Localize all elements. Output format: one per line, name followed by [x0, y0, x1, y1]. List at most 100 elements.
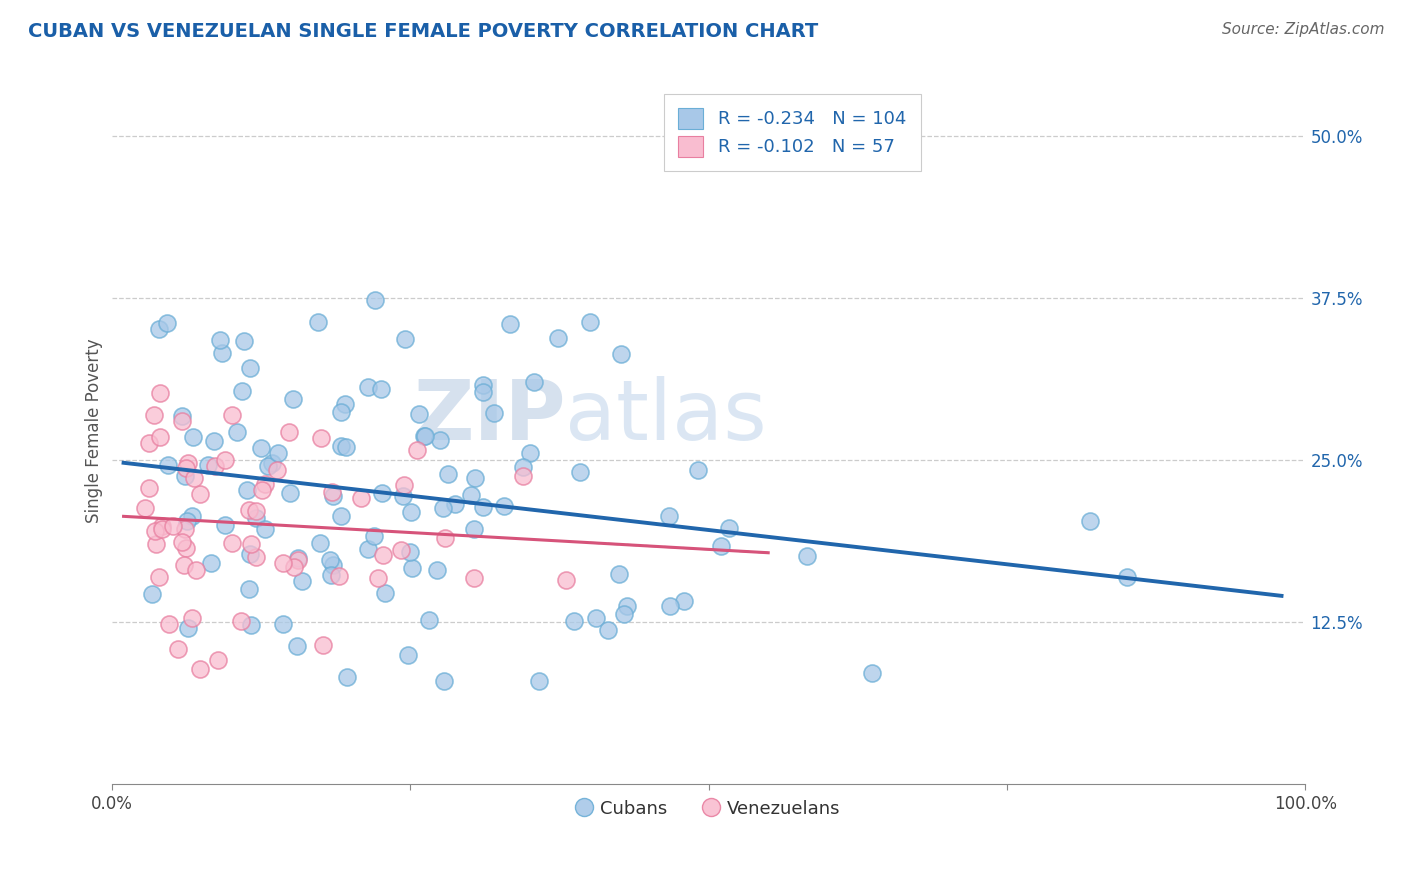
Point: [389, 543, 412, 558]
Point: [336, 670, 359, 684]
Point: [239, 547, 262, 561]
Point: [392, 478, 415, 492]
Point: [283, 392, 305, 407]
Point: [229, 614, 252, 628]
Point: [181, 509, 204, 524]
Point: [181, 611, 204, 625]
Point: [494, 499, 516, 513]
Point: [174, 541, 197, 555]
Point: [233, 334, 256, 348]
Point: [221, 408, 243, 422]
Point: [374, 585, 396, 599]
Text: Source: ZipAtlas.com: Source: ZipAtlas.com: [1222, 22, 1385, 37]
Point: [547, 331, 569, 345]
Point: [174, 461, 197, 475]
Point: [271, 616, 294, 631]
Point: [188, 486, 211, 500]
Point: [418, 613, 440, 627]
Point: [523, 375, 546, 389]
Point: [433, 532, 456, 546]
Point: [266, 463, 288, 477]
Point: [357, 380, 380, 394]
Point: [225, 425, 247, 439]
Point: [394, 332, 416, 346]
Point: [406, 442, 429, 457]
Point: [287, 553, 309, 567]
Point: [145, 537, 167, 551]
Point: [149, 385, 172, 400]
Point: [250, 483, 273, 497]
Point: [238, 502, 260, 516]
Point: [463, 523, 485, 537]
Point: [245, 549, 267, 564]
Point: [266, 445, 288, 459]
Point: [156, 316, 179, 330]
Point: [426, 563, 449, 577]
Point: [401, 505, 423, 519]
Point: [214, 518, 236, 533]
Point: [328, 569, 350, 583]
Point: [330, 508, 353, 523]
Point: [330, 439, 353, 453]
Point: [613, 607, 636, 621]
Point: [283, 560, 305, 574]
Point: [204, 459, 226, 474]
Point: [367, 572, 389, 586]
Point: [578, 314, 600, 328]
Point: [176, 514, 198, 528]
Point: [202, 434, 225, 449]
Point: [436, 467, 458, 481]
Point: [433, 673, 456, 688]
Point: [148, 322, 170, 336]
Point: [167, 642, 190, 657]
Point: [413, 429, 436, 443]
Point: [238, 582, 260, 596]
Point: [138, 436, 160, 450]
Point: [357, 541, 380, 556]
Point: [319, 553, 342, 567]
Point: [610, 347, 633, 361]
Point: [157, 458, 180, 472]
Point: [173, 522, 195, 536]
Point: [278, 425, 301, 440]
Point: [688, 463, 710, 477]
Point: [796, 549, 818, 564]
Point: [157, 617, 180, 632]
Point: [322, 489, 344, 503]
Point: [568, 465, 591, 479]
Point: [152, 522, 174, 536]
Point: [308, 536, 330, 550]
Point: [142, 409, 165, 423]
Point: [214, 453, 236, 467]
Point: [183, 471, 205, 485]
Text: ZIP: ZIP: [413, 376, 565, 458]
Point: [519, 445, 541, 459]
Point: [585, 611, 607, 625]
Point: [363, 529, 385, 543]
Point: [260, 456, 283, 470]
Point: [392, 489, 415, 503]
Point: [254, 522, 277, 536]
Point: [596, 623, 619, 637]
Point: [134, 501, 156, 516]
Point: [177, 621, 200, 635]
Point: [401, 561, 423, 575]
Point: [143, 524, 166, 539]
Point: [271, 556, 294, 570]
Point: [472, 384, 495, 399]
Point: [609, 567, 631, 582]
Point: [186, 563, 208, 577]
Point: [150, 519, 173, 533]
Point: [350, 491, 373, 505]
Point: [860, 666, 883, 681]
Point: [482, 406, 505, 420]
Point: [330, 405, 353, 419]
Y-axis label: Single Female Poverty: Single Female Poverty: [86, 339, 103, 524]
Point: [312, 639, 335, 653]
Point: [415, 429, 437, 443]
Point: [444, 497, 467, 511]
Point: [231, 384, 253, 399]
Point: [200, 557, 222, 571]
Point: [250, 442, 273, 456]
Point: [498, 317, 520, 331]
